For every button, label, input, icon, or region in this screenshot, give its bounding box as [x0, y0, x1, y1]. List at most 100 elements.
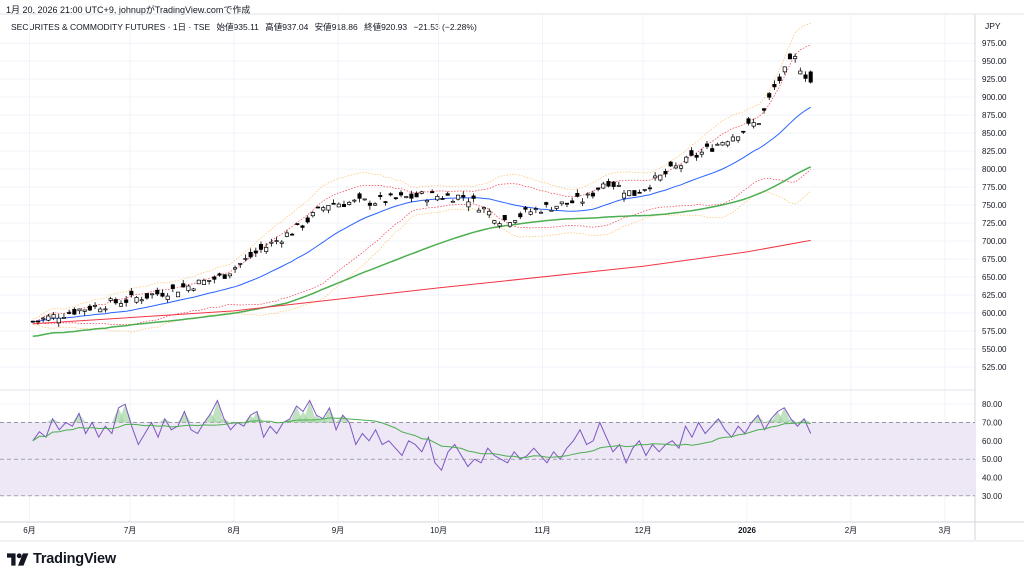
- candle-body-up: [310, 212, 315, 217]
- candle-body-down: [471, 195, 476, 199]
- tradingview-logo[interactable]: TradingView: [7, 549, 116, 569]
- candle-body-down: [668, 161, 673, 167]
- candle: [290, 232, 295, 236]
- candle: [165, 293, 170, 303]
- candle: [642, 189, 647, 192]
- candle-body-down: [398, 192, 404, 196]
- candle-body-up: [435, 196, 440, 201]
- rsi-tick-label: 30.00: [982, 492, 1003, 501]
- candle: [207, 280, 212, 285]
- candle: [383, 201, 388, 206]
- price-tick-label: 850.00: [982, 129, 1007, 138]
- candle: [321, 205, 326, 213]
- candle-body-down: [155, 289, 160, 295]
- candle-body-up: [103, 308, 108, 311]
- rsi-tick-label: 60.00: [982, 437, 1003, 446]
- candle: [77, 308, 82, 315]
- price-tick-label: 700.00: [982, 237, 1007, 246]
- symbol-name[interactable]: SECURITES & COMMODITY FUTURES · 1日 · TSE: [11, 22, 211, 32]
- candle-body-down: [590, 192, 595, 197]
- candle-body-down: [290, 233, 295, 236]
- candle-body-down: [72, 308, 77, 315]
- candle-body-down: [367, 202, 372, 206]
- price-tick-label: 525.00: [982, 363, 1007, 372]
- candle-body-up: [539, 211, 544, 214]
- candle-body-down: [523, 207, 528, 210]
- price-tick-label: 800.00: [982, 165, 1007, 174]
- candle-body-down: [570, 200, 575, 204]
- candle-body-down: [393, 197, 398, 200]
- candle-body-up: [653, 175, 658, 179]
- low-value: 918.86: [331, 22, 358, 32]
- candle-body-up: [284, 232, 289, 237]
- candle: [772, 80, 777, 90]
- candle-body-up: [782, 66, 787, 73]
- candle-body-down: [710, 148, 715, 152]
- candle-body-up: [46, 315, 51, 321]
- candle-body-up: [736, 136, 741, 141]
- candle: [35, 320, 41, 325]
- candle-body-down: [378, 195, 383, 197]
- bollinger-upper: [32, 44, 811, 323]
- candle-body-down: [564, 202, 570, 205]
- candle-body-up: [601, 183, 606, 189]
- candle: [51, 312, 56, 321]
- candle-body-down: [331, 202, 336, 205]
- candle-body-up: [352, 199, 357, 202]
- candle-body-down: [606, 180, 611, 187]
- candle-body-up: [108, 298, 113, 301]
- candle: [725, 140, 730, 148]
- candle-body-up: [227, 273, 232, 277]
- candle-body-up: [233, 267, 238, 270]
- candle: [243, 254, 248, 262]
- candle: [694, 152, 699, 161]
- candle: [741, 130, 746, 134]
- candle: [808, 70, 813, 84]
- candle: [632, 190, 637, 196]
- candle-body-down: [803, 74, 808, 79]
- candle: [113, 297, 118, 305]
- time-axis: 6月 7月 8月 9月 10月 11月 12月 2026 2月 3月: [23, 526, 951, 535]
- candle-body-up: [362, 198, 367, 201]
- candle: [590, 190, 595, 199]
- candle-body-up: [191, 288, 196, 291]
- candle-body-up: [165, 295, 170, 300]
- candle-body-up: [658, 174, 663, 181]
- candle-body-up: [513, 220, 518, 223]
- candle-body-up: [492, 220, 497, 224]
- candle: [341, 200, 347, 208]
- tradingview-logo-icon: [7, 552, 29, 566]
- candle-body-up: [533, 208, 538, 210]
- candle: [388, 192, 393, 197]
- candle: [487, 208, 492, 218]
- candle: [539, 210, 544, 214]
- candle-body-up: [424, 200, 429, 203]
- candle: [424, 198, 429, 207]
- rsi-line: [32, 399, 812, 472]
- candle: [30, 320, 35, 323]
- rsi-tick-label: 80.00: [982, 400, 1003, 409]
- candle: [352, 199, 357, 203]
- candle: [253, 247, 258, 257]
- candle-body-down: [544, 202, 549, 205]
- candle: [518, 211, 523, 220]
- candle: [471, 193, 476, 203]
- candle: [782, 66, 787, 75]
- candle-body-down: [746, 118, 751, 124]
- candle-body-up: [679, 165, 684, 169]
- currency-label[interactable]: JPY: [985, 21, 1001, 31]
- candle: [704, 140, 710, 149]
- rsi-overbought-fill: [751, 415, 765, 423]
- price-tick-label: 600.00: [982, 309, 1007, 318]
- candle: [67, 309, 72, 315]
- candle-body-up: [243, 258, 248, 260]
- candle-body-up: [497, 223, 502, 227]
- time-tick-label: 8月: [228, 526, 240, 535]
- candle-body-down: [87, 305, 92, 311]
- candle-body-up: [93, 305, 98, 307]
- overlays: [32, 23, 812, 337]
- candle-body-down: [772, 83, 777, 88]
- price-tick-label: 825.00: [982, 147, 1007, 156]
- candle-body-up: [419, 191, 424, 194]
